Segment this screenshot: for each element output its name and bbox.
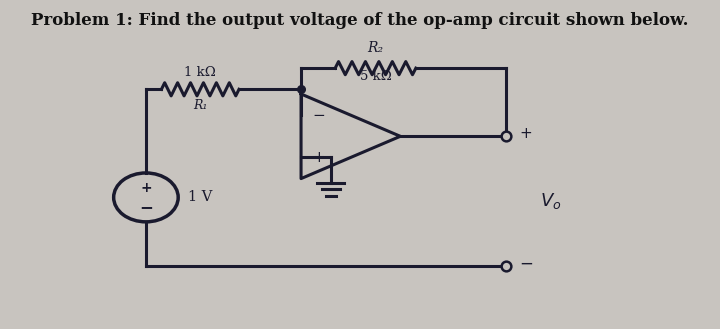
Text: R₁: R₁ [193, 99, 207, 112]
Text: −: − [312, 108, 325, 123]
Text: +: + [140, 181, 152, 195]
Text: +: + [519, 126, 532, 141]
Text: +: + [312, 150, 325, 165]
Text: 1 kΩ: 1 kΩ [184, 66, 216, 79]
Text: R₂: R₂ [367, 41, 384, 55]
Text: −: − [139, 198, 153, 216]
Text: 1 V: 1 V [187, 190, 212, 204]
Text: Problem 1: Find the output voltage of the op-amp circuit shown below.: Problem 1: Find the output voltage of th… [31, 12, 689, 29]
Text: 5 kΩ: 5 kΩ [359, 70, 392, 83]
Text: −: − [519, 254, 534, 272]
Text: $V_o$: $V_o$ [540, 191, 562, 211]
